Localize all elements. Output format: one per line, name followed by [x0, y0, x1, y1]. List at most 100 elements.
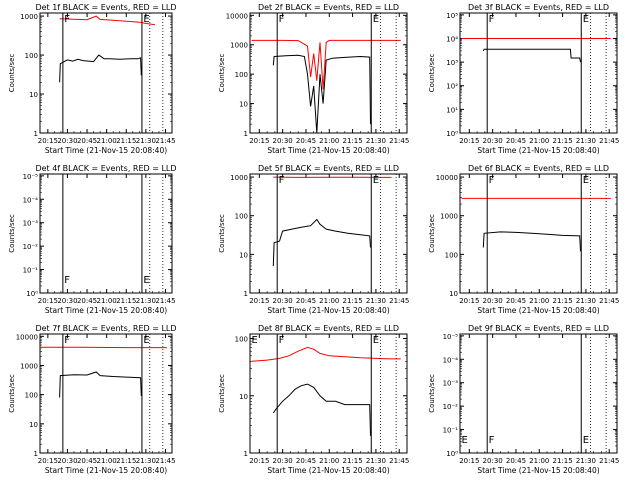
y-tick-label: 10: [239, 393, 248, 401]
x-axis-label: Start Time (21-Nov-15 20:08:40): [45, 466, 167, 475]
x-tick-label: 20:45: [506, 137, 526, 145]
lld-series-line: [251, 346, 401, 362]
x-tick-label: 21:15: [343, 457, 363, 465]
flag-letter: F: [64, 14, 70, 25]
y-tick-label: 10⁻³: [443, 380, 459, 388]
x-tick-label: 20:30: [273, 297, 293, 305]
x-tick-label: 20:30: [57, 457, 77, 465]
y-tick-label: 100: [235, 213, 248, 221]
x-tick-label: 20:45: [506, 457, 526, 465]
x-tick-label: 21:30: [136, 297, 156, 305]
flag-letter: E: [583, 14, 589, 25]
x-tick-label: 20:30: [57, 137, 77, 145]
y-tick-label: 10⁻¹: [443, 427, 459, 435]
x-tick-label: 21:00: [319, 457, 339, 465]
x-tick-label: 21:30: [366, 297, 386, 305]
x-tick-label: 21:00: [529, 297, 549, 305]
y-tick-label: 10⁻³: [23, 220, 39, 228]
plot-frame: [249, 333, 408, 454]
flag-letter: F: [489, 175, 495, 186]
flag-letter: E: [143, 335, 149, 346]
flag-letter: E: [373, 175, 379, 186]
y-tick-label: 10¹: [446, 106, 458, 114]
y-tick-label: 10⁰: [446, 450, 458, 458]
y-tick-label: 1: [244, 290, 248, 298]
x-tick-label: 20:15: [249, 297, 269, 305]
y-tick-label: 10000: [16, 333, 38, 341]
plot-frame: [39, 173, 173, 294]
y-tick-label: 10⁻⁴: [23, 196, 39, 204]
detector-panel-9: Det 9f BLACK = Events, RED = LLD 10⁰ 10⁻¹ 1…: [428, 324, 619, 475]
x-tick-label: 21:45: [389, 297, 409, 305]
x-tick-label: 20:45: [296, 297, 316, 305]
x-tick-label: 21:30: [136, 137, 156, 145]
plot-frame: [459, 333, 618, 454]
y-tick-label: 1: [244, 130, 248, 138]
flag-letter: E: [373, 14, 379, 25]
detector-panel-5: Det 5f BLACK = Events, RED = LLD 1 10 100 10…: [218, 164, 409, 315]
detector-panel-1: Det 1f BLACK = Events, RED = LLD 1 10 100 10…: [8, 3, 177, 155]
y-tick-label: 1: [244, 450, 248, 458]
x-tick-label: 20:15: [249, 137, 269, 145]
y-axis-label: Counts/sec: [8, 54, 16, 93]
x-tick-label: 20:45: [77, 297, 97, 305]
y-tick-label: 1000: [20, 13, 38, 21]
detector-panel-2: Det 2f BLACK = Events, RED = LLD 1 10 100 10…: [218, 3, 409, 155]
detector-panel-3: Det 3f BLACK = Events, RED = LLD 10⁰ 10¹ 10…: [428, 3, 619, 155]
x-tick-label: 21:45: [389, 457, 409, 465]
x-tick-label: 20:45: [77, 457, 97, 465]
x-tick-label: 21:45: [155, 297, 175, 305]
y-tick-label: 1: [34, 130, 38, 138]
y-tick-label: 10: [29, 421, 38, 429]
x-tick-label: 20:15: [38, 457, 58, 465]
x-tick-label: 21:00: [319, 137, 339, 145]
y-tick-label: 10⁰: [446, 130, 458, 138]
panel-title: Det 7f BLACK = Events, RED = LLD: [35, 324, 176, 333]
x-axis-label: Start Time (21-Nov-15 20:08:40): [267, 466, 389, 475]
y-tick-label: 10⁻⁵: [23, 173, 39, 181]
x-tick-label: 21:45: [599, 457, 619, 465]
detector-panel-7: Det 7f BLACK = Events, RED = LLD 1 10 100 10…: [8, 324, 177, 475]
x-tick-label: 21:15: [116, 137, 136, 145]
x-tick-label: 21:00: [97, 457, 117, 465]
x-tick-label: 20:45: [296, 137, 316, 145]
x-axis-label: Start Time (21-Nov-15 20:08:40): [267, 306, 389, 315]
panel-title: Det 8f BLACK = Events, RED = LLD: [258, 324, 399, 333]
y-tick-label: 10⁴: [446, 35, 458, 43]
x-tick-label: 20:30: [273, 137, 293, 145]
y-tick-label: 100: [25, 52, 38, 60]
events-series-line: [272, 54, 371, 134]
y-tick-label: 10⁵: [446, 12, 458, 20]
x-tick-label: 21:45: [389, 137, 409, 145]
x-tick-label: 21:30: [576, 457, 596, 465]
y-tick-label: 10⁻⁴: [443, 356, 459, 364]
x-tick-label: 20:45: [296, 457, 316, 465]
x-tick-label: 20:15: [459, 137, 479, 145]
y-tick-label: 10⁻²: [23, 243, 39, 251]
lld-series-line: [59, 15, 156, 26]
x-tick-label: 21:15: [553, 137, 573, 145]
x-axis-label: Start Time (21-Nov-15 20:08:40): [477, 466, 599, 475]
x-tick-label: 21:30: [136, 457, 156, 465]
x-tick-label: 20:15: [459, 297, 479, 305]
plot-frame: [39, 12, 173, 134]
y-tick-label: 100: [235, 336, 248, 344]
plot-frame: [249, 173, 408, 294]
x-tick-label: 20:30: [483, 137, 503, 145]
plot-frame: [459, 12, 618, 134]
plot-frame: [249, 12, 408, 134]
events-series-line: [482, 48, 581, 63]
x-tick-label: 20:45: [506, 297, 526, 305]
flag-letter: F: [279, 335, 285, 346]
x-tick-label: 20:30: [483, 297, 503, 305]
x-axis-label: Start Time (21-Nov-15 20:08:40): [477, 306, 599, 315]
panel-title: Det 1f BLACK = Events, RED = LLD: [35, 3, 176, 12]
x-tick-label: 21:15: [553, 297, 573, 305]
flag-letter: E: [143, 275, 149, 286]
x-tick-label: 20:30: [273, 457, 293, 465]
x-axis-label: Start Time (21-Nov-15 20:08:40): [267, 146, 389, 155]
panel-title: Det 4f BLACK = Events, RED = LLD: [35, 164, 176, 173]
flag-letter: F: [64, 335, 70, 346]
x-tick-label: 21:45: [599, 297, 619, 305]
